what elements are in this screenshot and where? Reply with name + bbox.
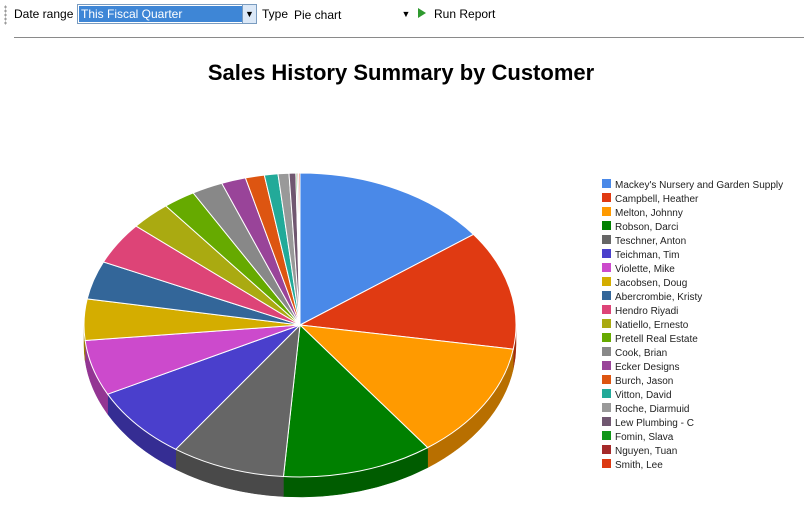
- legend-label-burch-jason: Burch, Jason: [615, 376, 673, 387]
- legend-swatch-lew-plumbing-c: [602, 417, 611, 426]
- legend-swatch-ecker-designs: [602, 361, 611, 370]
- date-range-label: Date range: [14, 7, 74, 21]
- legend-label-teschner-anton: Teschner, Anton: [615, 236, 686, 247]
- chevron-down-icon[interactable]: ▼: [242, 5, 256, 23]
- legend-label-vitton-david: Vitton, David: [615, 390, 672, 401]
- legend-swatch-fomin-slava: [602, 431, 611, 440]
- chart-type-dropdown[interactable]: Pie chart ▼: [290, 4, 414, 24]
- play-icon: [418, 8, 426, 18]
- legend-swatch-melton-johnny: [602, 207, 611, 216]
- pie-slice-teichman-tim[interactable]: [106, 324, 301, 450]
- legend-label-nguyen-tuan: Nguyen, Tuan: [615, 446, 677, 457]
- legend-swatch-teschner-anton: [602, 235, 611, 244]
- legend-swatch-robson-darci: [602, 221, 611, 230]
- legend-label-robson-darci: Robson, Darci: [615, 222, 678, 233]
- date-range-value: This Fiscal Quarter: [79, 6, 243, 22]
- legend-swatch-roche-diarmuid: [602, 403, 611, 412]
- legend-swatch-vitton-david: [602, 389, 611, 398]
- toolbar-grip[interactable]: [4, 5, 7, 25]
- chart-type-value: Pie chart: [294, 8, 342, 22]
- legend-label-roche-diarmuid: Roche, Diarmuid: [615, 404, 689, 415]
- pie-slices: [83, 172, 517, 478]
- legend-label-smith-lee: Smith, Lee: [615, 460, 663, 471]
- legend-label-mackey-s-nursery-and-garden-supply: Mackey's Nursery and Garden Supply: [615, 180, 783, 191]
- legend-label-melton-johnny: Melton, Johnny: [615, 208, 683, 219]
- legend-swatch-burch-jason: [602, 375, 611, 384]
- legend-label-campbell-heather: Campbell, Heather: [615, 194, 699, 205]
- legend-swatch-mackey-s-nursery-and-garden-supply: [602, 179, 611, 188]
- chart-title: Sales History Summary by Customer: [208, 60, 595, 85]
- chart-legend: Mackey's Nursery and Garden Supply Campbe…: [602, 179, 783, 471]
- legend-swatch-campbell-heather: [602, 193, 611, 202]
- legend-label-violette-mike: Violette, Mike: [615, 264, 675, 275]
- legend-label-jacobsen-doug: Jacobsen, Doug: [615, 278, 687, 289]
- pie-slice-mackey-s-nursery-and-garden-supply[interactable]: [299, 172, 475, 326]
- type-label: Type: [262, 7, 289, 21]
- legend-label-pretell-real-estate: Pretell Real Estate: [615, 334, 698, 345]
- legend-label-natiello-ernesto: Natiello, Ernesto: [615, 320, 689, 331]
- legend-swatch-jacobsen-doug: [602, 277, 611, 286]
- pie-slice-campbell-heather[interactable]: [298, 233, 517, 350]
- legend-swatch-violette-mike: [602, 263, 611, 272]
- legend-swatch-nguyen-tuan: [602, 445, 611, 454]
- legend-swatch-abercrombie-kristy: [602, 291, 611, 300]
- legend-swatch-smith-lee: [602, 459, 611, 468]
- chevron-down-icon[interactable]: ▼: [401, 9, 411, 19]
- pie-slice-teschner-anton[interactable]: [174, 323, 301, 478]
- legend-swatch-cook-brian: [602, 347, 611, 356]
- legend-label-cook-brian: Cook, Brian: [615, 348, 667, 359]
- report-toolbar: Date range This Fiscal Quarter ▼ Type Pi…: [0, 0, 804, 30]
- legend-label-teichman-tim: Teichman, Tim: [615, 250, 679, 261]
- legend-swatch-pretell-real-estate: [602, 333, 611, 342]
- legend-label-abercrombie-kristy: Abercrombie, Kristy: [615, 292, 702, 303]
- pie-slice-smith-lee[interactable]: [298, 172, 301, 326]
- legend-label-ecker-designs: Ecker Designs: [615, 362, 679, 373]
- pie-slice-melton-johnny[interactable]: [298, 324, 514, 449]
- legend-label-lew-plumbing-c: Lew Plumbing - C: [615, 418, 694, 429]
- pie-slice-robson-darci[interactable]: [282, 323, 429, 478]
- date-range-dropdown[interactable]: This Fiscal Quarter ▼: [77, 4, 257, 24]
- run-report-label: Run Report: [434, 7, 496, 21]
- legend-swatch-teichman-tim: [602, 249, 611, 258]
- legend-swatch-hendro-riyadi: [602, 305, 611, 314]
- legend-label-hendro-riyadi: Hendro Riyadi: [615, 306, 678, 317]
- toolbar-divider: [14, 37, 804, 38]
- legend-swatch-natiello-ernesto: [602, 319, 611, 328]
- pie-chart: Sales History Summary by Customer Mackey…: [83, 60, 783, 498]
- legend-label-fomin-slava: Fomin, Slava: [615, 432, 674, 443]
